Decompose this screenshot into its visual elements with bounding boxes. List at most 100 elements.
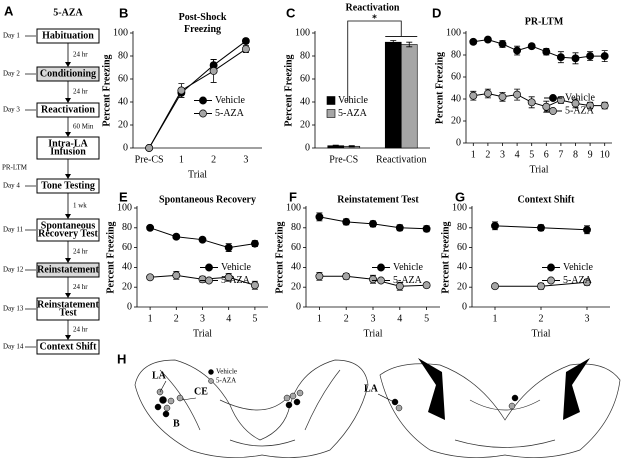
point	[369, 275, 377, 284]
chart-title: Reinstatement Test	[337, 194, 419, 205]
legend-marker	[549, 107, 557, 115]
point	[583, 225, 591, 234]
y-tick-label: 20	[457, 281, 467, 292]
x-tick-label: 10	[600, 149, 610, 160]
legend-label: Vehicle	[338, 95, 369, 106]
x-tick-label: 7	[558, 149, 563, 160]
point	[491, 282, 499, 291]
y-tick-label: 60	[300, 73, 310, 84]
error-bar	[406, 41, 413, 48]
point	[198, 275, 207, 284]
x-tick-label: 3	[500, 149, 505, 160]
point	[250, 239, 259, 248]
y-tick-label: 0	[305, 142, 310, 153]
point	[209, 66, 218, 75]
legend-marker	[547, 276, 555, 285]
arrow-head	[65, 258, 71, 263]
y-tick-label: 20	[300, 119, 310, 130]
label-leaders	[159, 380, 395, 403]
annotation: *	[372, 13, 377, 24]
x-tick-label: 3	[200, 313, 205, 324]
point	[537, 282, 545, 291]
point	[571, 54, 580, 63]
y-tick-label: 0	[456, 137, 461, 148]
y-tick-label: 80	[122, 222, 132, 233]
x-tick-label: 8	[573, 149, 578, 160]
x-tick-label: 1	[148, 313, 153, 324]
arrow-head	[65, 335, 71, 340]
step-label: Spontaneous	[41, 220, 96, 231]
point	[586, 52, 595, 61]
panel-label: F	[289, 189, 297, 204]
y-tick-label: 100	[286, 202, 301, 213]
chart-title: Post-Shock Freezing	[179, 12, 227, 35]
interval-label: 24 hr	[73, 283, 88, 291]
point	[224, 243, 233, 252]
y-tick-label: 100	[446, 27, 461, 38]
legend-marker	[199, 96, 207, 105]
x-tick-label: 3	[243, 154, 248, 165]
region-label: B	[173, 418, 180, 429]
legend-marker	[549, 94, 557, 102]
day-label: Day 2	[3, 70, 20, 78]
y-tick-label: 40	[291, 262, 301, 273]
arrow-head	[65, 62, 71, 67]
y-axis-label: Percent Freezing	[274, 221, 285, 293]
y-tick-label: 100	[117, 202, 132, 213]
region-label: CE	[194, 386, 208, 397]
y-axis-label: Percent Freezing	[105, 221, 116, 293]
point	[483, 89, 492, 98]
arrow-head	[65, 174, 71, 179]
point	[315, 212, 324, 221]
x-tick-label: 2	[344, 313, 349, 324]
step-label: Recovery Test	[38, 228, 98, 239]
y-tick-label: 100	[452, 202, 467, 213]
x-axis-label: Trial	[529, 164, 548, 175]
legend-marker	[377, 263, 385, 272]
x-axis-label: Trial	[531, 328, 550, 339]
legend-label: 5-AZA	[338, 108, 368, 119]
x-tick-label: 1	[317, 313, 322, 324]
y-tick-label: 0	[123, 142, 128, 153]
chart-title: Reactivation	[346, 2, 400, 13]
point	[172, 271, 181, 280]
y-tick-label: 0	[296, 301, 301, 312]
x-tick-label: Reactivation	[376, 154, 427, 165]
legend-marker	[199, 109, 207, 118]
point	[422, 281, 431, 290]
x-tick-label: 3	[371, 313, 376, 324]
point	[542, 102, 551, 111]
legend-label: 5-AZA	[393, 275, 423, 286]
x-tick-label: 1	[471, 149, 476, 160]
y-tick-label: 60	[451, 71, 461, 82]
interval-label: 24 hr	[73, 248, 88, 256]
point	[395, 282, 404, 291]
x-tick-label: 3	[585, 313, 590, 324]
day-label: Day 1	[3, 32, 20, 40]
x-tick-label: Pre-CS	[135, 154, 164, 165]
chart-title: Spontaneous Recovery	[159, 194, 256, 205]
point	[600, 101, 609, 110]
y-tick-label: 40	[451, 93, 461, 104]
y-tick-label: 20	[291, 281, 301, 292]
arrow-head	[65, 98, 71, 103]
y-tick-label: 80	[291, 222, 301, 233]
series-line	[148, 40, 247, 149]
point	[498, 40, 507, 48]
y-tick-label: 60	[291, 242, 301, 253]
point	[172, 232, 181, 241]
day-label: Day 4	[3, 182, 20, 190]
region-label: LA	[364, 383, 379, 394]
interval-label: 1 wk	[73, 202, 87, 210]
point	[369, 219, 377, 228]
point	[241, 45, 250, 54]
y-tick-label: 80	[451, 49, 461, 60]
x-tick-label: 1	[179, 154, 184, 165]
step-label: Habituation	[42, 30, 94, 41]
point	[198, 235, 207, 244]
y-tick-label: 0	[462, 301, 467, 312]
panel-label: B	[119, 5, 128, 20]
legend-label: 5-AZA	[215, 108, 245, 119]
interval-label: 60 Min	[73, 123, 94, 131]
legend-swatch	[326, 96, 336, 105]
